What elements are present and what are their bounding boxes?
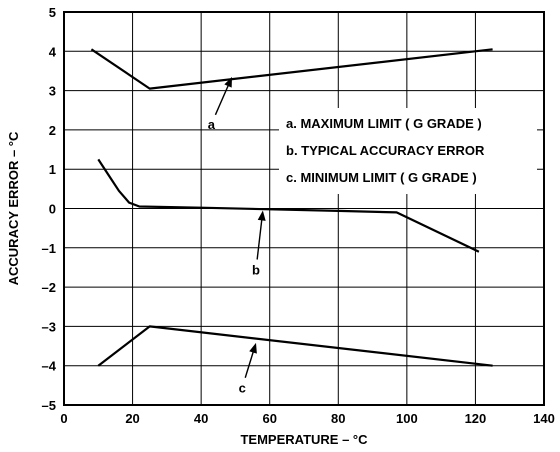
x-tick-label: 40: [194, 411, 208, 426]
series-lines: [90, 48, 493, 367]
arrow-head-c: [249, 342, 257, 354]
y-tick-label: 1: [49, 162, 56, 177]
x-tick-label: 120: [465, 411, 487, 426]
y-tick-label: 5: [49, 5, 56, 20]
y-tick-label: 0: [49, 202, 56, 217]
legend-entry-a: a. MAXIMUM LIMIT ( G GRADE ): [286, 116, 482, 131]
y-tick-label: –2: [42, 280, 56, 295]
x-tick-label: 100: [396, 411, 418, 426]
x-tick-label: 140: [533, 411, 555, 426]
x-tick-label: 60: [262, 411, 276, 426]
curve-label-c: c: [239, 380, 246, 395]
arrow-shaft-a: [214, 82, 231, 116]
curve-annotations: a b c: [208, 76, 266, 395]
series-line-c: [97, 325, 493, 367]
tick-labels: 0 20 40 60 80 100 120 140 5 4 3 2 1 0 –1 –2 –3 –4 –5: [42, 5, 555, 426]
x-tick-label: 20: [125, 411, 139, 426]
curve-label-a: a: [208, 117, 216, 132]
y-axis-title: ACCURACY ERROR – °C: [6, 131, 21, 285]
y-tick-label: 2: [49, 123, 56, 138]
x-tick-label: 0: [60, 411, 67, 426]
x-tick-label: 80: [331, 411, 345, 426]
y-tick-label: –3: [42, 319, 56, 334]
series-line-a: [90, 48, 493, 90]
arrow-head-b: [257, 210, 266, 221]
arrow-shaft-c: [244, 348, 255, 378]
y-tick-label: –5: [42, 398, 56, 413]
plot-frame: [63, 11, 545, 406]
curve-label-b: b: [252, 262, 260, 277]
y-tick-label: 3: [49, 84, 56, 99]
x-axis-title: TEMPERATURE – °C: [240, 432, 368, 447]
arrow-head-a: [224, 76, 232, 88]
y-tick-label: –1: [42, 241, 56, 256]
series-line-b: [97, 158, 480, 253]
legend-entry-b: b. TYPICAL ACCURACY ERROR: [286, 143, 485, 158]
arrow-shaft-b: [256, 216, 263, 260]
y-tick-label: –4: [42, 359, 57, 374]
y-tick-label: 4: [49, 44, 57, 59]
legend-entry-c: c. MINIMUM LIMIT ( G GRADE ): [286, 170, 477, 185]
legend-background: [279, 108, 537, 194]
legend: a. MAXIMUM LIMIT ( G GRADE ) b. TYPICAL A…: [279, 108, 537, 194]
